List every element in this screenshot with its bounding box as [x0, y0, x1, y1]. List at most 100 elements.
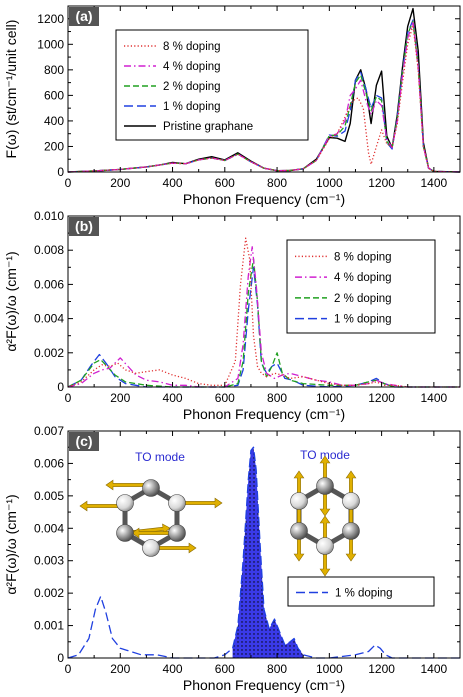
- x-tick-label: 1200: [368, 662, 395, 676]
- carbon-atom: [290, 492, 308, 510]
- vibration-arrow-icon: [79, 500, 121, 512]
- y-tick-label: 1000: [37, 37, 64, 51]
- panel-1: 0 200 400 600 800 1000 1200 1400 0 0.002 0.004 0.00…: [3, 209, 461, 422]
- x-tick-label: 0: [65, 391, 72, 405]
- series-line-0: [67, 446, 460, 659]
- x-axis-title: Phonon Frequency (cm⁻¹): [183, 406, 345, 422]
- carbon-atom: [342, 522, 360, 540]
- panel-2: 0 200 400 600 800 1000 1200 1400 0 0.001 0.002 0.00…: [3, 424, 461, 693]
- x-axis-title: Phonon Frequency (cm⁻¹): [183, 677, 345, 693]
- legend-label: 8 % doping: [334, 251, 392, 263]
- x-tick-label: 600: [215, 662, 235, 676]
- x-tick-label: 1000: [316, 662, 343, 676]
- vibration-arrow-icon: [319, 551, 331, 577]
- panel-tag: [69, 432, 99, 451]
- carbon-atom: [142, 479, 160, 497]
- mode-label: TO mode: [300, 448, 350, 462]
- y-tick-label: 0.006: [34, 456, 64, 470]
- carbon-atom: [316, 477, 334, 495]
- legend-label: 4 % doping: [163, 61, 221, 73]
- molecule-left-icon: [79, 479, 223, 557]
- carbon-atom: [142, 539, 160, 557]
- x-tick-label: 1000: [316, 176, 343, 190]
- panel-0: 0 200 400 600 800 1000 1200 1400 0 200 400 600 800 10…: [3, 5, 461, 207]
- legend-box: [115, 29, 309, 141]
- x-tick-label: 1000: [316, 391, 343, 405]
- x-tick-label: 1200: [368, 176, 395, 190]
- y-tick-label: 0: [57, 380, 64, 394]
- x-tick-label: 400: [163, 391, 183, 405]
- x-tick-label: 1400: [421, 176, 448, 190]
- y-tick-label: 0.001: [34, 619, 64, 633]
- panel-tag-label: (b): [75, 218, 93, 234]
- y-tick-label: 0.003: [34, 554, 64, 568]
- y-tick-label: 0.006: [34, 277, 64, 291]
- x-tick-label: 1400: [421, 662, 448, 676]
- x-tick-label: 0: [65, 176, 72, 190]
- y-tick-label: 0.004: [34, 521, 64, 535]
- carbon-atom: [342, 492, 360, 510]
- legend-label: 1 % doping: [163, 101, 221, 113]
- legend-label: 2 % doping: [334, 293, 392, 305]
- mode-label: TO mode: [135, 450, 185, 464]
- x-tick-label: 1200: [368, 391, 395, 405]
- carbon-atom: [116, 494, 134, 512]
- vibration-arrow-icon: [319, 515, 331, 541]
- y-tick-label: 600: [44, 88, 64, 102]
- y-tick-label: 0.008: [34, 243, 64, 257]
- vibration-arrow-icon: [131, 527, 173, 539]
- legend-label: Pristine graphane: [163, 121, 253, 133]
- legend-label: 1 % doping: [334, 314, 392, 326]
- x-tick-label: 800: [267, 176, 287, 190]
- y-tick-label: 0.005: [34, 489, 64, 503]
- x-tick-label: 200: [110, 176, 130, 190]
- legend-label: 2 % doping: [163, 81, 221, 93]
- carbon-atom: [116, 524, 134, 542]
- x-tick-label: 800: [267, 662, 287, 676]
- series-line-2: [67, 258, 460, 388]
- panel-tag: [69, 217, 99, 236]
- y-axis-title: F(ω) (st/cm⁻¹/unit cell): [3, 20, 19, 159]
- carbon-atom: [316, 537, 334, 555]
- panel-tag-label: (c): [75, 433, 92, 449]
- y-tick-label: 200: [44, 139, 64, 153]
- y-tick-label: 0.007: [34, 424, 64, 438]
- vibration-arrow-icon: [319, 455, 331, 481]
- vibration-arrow-icon: [105, 479, 147, 491]
- y-tick-label: 400: [44, 114, 64, 128]
- y-tick-label: 1200: [37, 12, 64, 26]
- vibration-arrow-icon: [155, 542, 197, 554]
- y-axis-title: α²F(ω)/ω (cm⁻¹): [3, 494, 19, 594]
- x-tick-label: 200: [110, 391, 130, 405]
- legend-label: 1 % doping: [335, 588, 393, 600]
- shaded-area: [232, 447, 304, 658]
- molecule-right-icon: [290, 455, 360, 577]
- legend-box: [286, 239, 436, 334]
- y-tick-label: 0.004: [34, 312, 64, 326]
- y-axis-title: α²F(ω)/ω (cm⁻¹): [3, 251, 19, 351]
- x-tick-label: 1400: [421, 391, 448, 405]
- y-tick-label: 0.010: [34, 209, 64, 223]
- x-tick-label: 200: [110, 662, 130, 676]
- x-tick-label: 400: [163, 176, 183, 190]
- legend-box: [287, 576, 435, 607]
- vibration-arrow-icon: [319, 491, 331, 517]
- panel-tag-label: (a): [75, 8, 92, 24]
- panel-tag: [69, 7, 99, 26]
- carbon-atom: [168, 494, 186, 512]
- x-tick-label: 800: [267, 391, 287, 405]
- y-tick-label: 800: [44, 63, 64, 77]
- y-tick-label: 0.002: [34, 346, 64, 360]
- x-axis-title: Phonon Frequency (cm⁻¹): [183, 191, 345, 207]
- x-tick-label: 600: [215, 176, 235, 190]
- x-tick-label: 600: [215, 391, 235, 405]
- y-tick-label: 0.002: [34, 586, 64, 600]
- y-tick-label: 0: [57, 165, 64, 179]
- x-tick-label: 400: [163, 662, 183, 676]
- carbon-atom: [168, 524, 186, 542]
- carbon-atom: [290, 522, 308, 540]
- legend-label: 8 % doping: [163, 41, 221, 53]
- series-line-1: [67, 21, 461, 173]
- y-tick-label: 0: [57, 651, 64, 665]
